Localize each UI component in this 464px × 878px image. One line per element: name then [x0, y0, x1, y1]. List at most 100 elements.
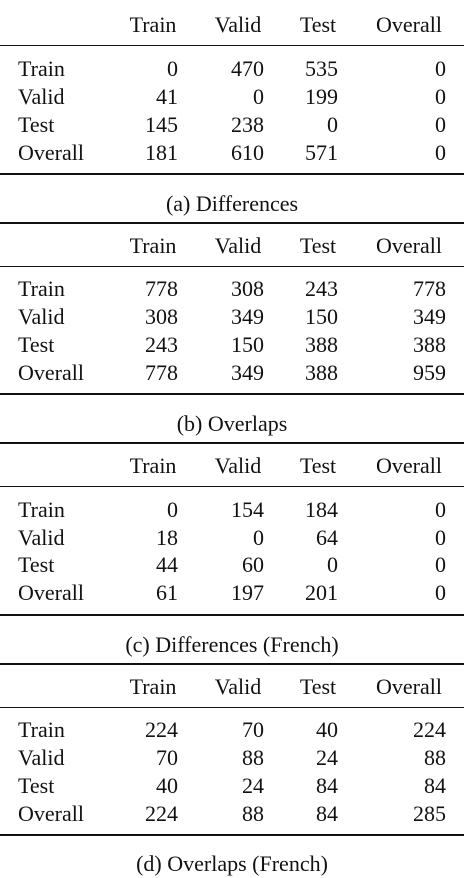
row-label: Train — [18, 276, 65, 301]
table-cell: 0 — [435, 580, 446, 605]
table-cell: 184 — [305, 497, 338, 522]
table-cell: 64 — [316, 525, 338, 550]
table-cell: 197 — [231, 580, 264, 605]
table-cell: 150 — [305, 304, 338, 329]
column-header-train: Train — [129, 233, 177, 258]
column-header-test: Test — [299, 674, 337, 699]
column-header-overall: Overall — [376, 233, 442, 258]
table-cell: 41 — [156, 84, 178, 109]
header-rule — [0, 707, 464, 708]
table-cell: 959 — [413, 360, 446, 385]
column-header-train: Train — [129, 12, 177, 37]
table-cell: 24 — [242, 773, 264, 798]
table-cell: 145 — [145, 112, 178, 137]
table-cell: 70 — [242, 717, 264, 742]
table-cell: 84 — [424, 773, 446, 798]
top-rule — [0, 442, 464, 444]
bottom-rule — [0, 614, 464, 616]
table-cell: 470 — [231, 56, 264, 81]
table-cell: 388 — [413, 332, 446, 357]
table-caption: (a) Differences — [165, 191, 299, 216]
column-header-overall: Overall — [376, 453, 442, 478]
table-cell: 18 — [156, 525, 178, 550]
table-cell: 0 — [435, 140, 446, 165]
row-label: Valid — [18, 745, 65, 770]
table-cell: 308 — [145, 304, 178, 329]
row-label: Overall — [18, 140, 84, 165]
table-cell: 199 — [305, 84, 338, 109]
column-header-overall: Overall — [376, 674, 442, 699]
column-header-test: Test — [299, 12, 337, 37]
column-header-valid: Valid — [214, 453, 262, 478]
column-header-train: Train — [129, 674, 177, 699]
row-label: Train — [18, 56, 65, 81]
table-cell: 0 — [435, 497, 446, 522]
table-cell: 44 — [156, 552, 178, 577]
table-cell: 0 — [435, 56, 446, 81]
table-cell: 0 — [253, 525, 264, 550]
header-rule — [0, 486, 464, 487]
bottom-rule — [0, 393, 464, 395]
table-cell: 24 — [316, 745, 338, 770]
row-label: Test — [18, 112, 55, 137]
table-cell: 349 — [231, 360, 264, 385]
table-cell: 778 — [145, 360, 178, 385]
table-cell: 388 — [305, 360, 338, 385]
row-label: Test — [18, 332, 55, 357]
table-cell: 388 — [305, 332, 338, 357]
table-cell: 571 — [305, 140, 338, 165]
table-caption: (b) Overlaps — [176, 411, 288, 436]
column-header-train: Train — [129, 453, 177, 478]
column-header-valid: Valid — [214, 674, 262, 699]
top-rule — [0, 663, 464, 665]
top-rule — [0, 222, 464, 224]
table-cell: 150 — [231, 332, 264, 357]
table-cell: 60 — [242, 552, 264, 577]
table-cell: 224 — [145, 717, 178, 742]
table-cell: 778 — [413, 276, 446, 301]
row-label: Overall — [18, 801, 84, 826]
table-cell: 0 — [435, 552, 446, 577]
column-header-test: Test — [299, 453, 337, 478]
table-caption: (d) Overlaps (French) — [136, 851, 328, 876]
table-cell: 0 — [253, 84, 264, 109]
row-label: Train — [18, 717, 65, 742]
bottom-rule — [0, 173, 464, 175]
table-cell: 349 — [231, 304, 264, 329]
table-cell: 201 — [305, 580, 338, 605]
table-cell: 0 — [327, 112, 338, 137]
row-label: Overall — [18, 580, 84, 605]
table-cell: 88 — [242, 801, 264, 826]
row-label: Valid — [18, 304, 65, 329]
header-rule — [0, 266, 464, 267]
table-cell: 0 — [167, 497, 178, 522]
column-header-valid: Valid — [214, 233, 262, 258]
table-cell: 0 — [327, 552, 338, 577]
table-caption: (c) Differences (French) — [125, 632, 339, 657]
table-cell: 610 — [231, 140, 264, 165]
table-cell: 88 — [242, 745, 264, 770]
row-label: Valid — [18, 525, 65, 550]
table-cell: 0 — [435, 84, 446, 109]
table-cell: 243 — [145, 332, 178, 357]
table-cell: 308 — [231, 276, 264, 301]
column-header-test: Test — [299, 233, 337, 258]
table-cell: 70 — [156, 745, 178, 770]
column-header-overall: Overall — [376, 12, 442, 37]
row-label: Overall — [18, 360, 84, 385]
table-cell: 0 — [435, 525, 446, 550]
bottom-rule — [0, 834, 464, 836]
table-cell: 84 — [316, 801, 338, 826]
table-cell: 535 — [305, 56, 338, 81]
table-cell: 778 — [145, 276, 178, 301]
table-cell: 0 — [167, 56, 178, 81]
table-cell: 349 — [413, 304, 446, 329]
table-cell: 0 — [435, 112, 446, 137]
table-cell: 40 — [156, 773, 178, 798]
table-cell: 238 — [231, 112, 264, 137]
column-header-valid: Valid — [214, 12, 262, 37]
table-cell: 40 — [316, 717, 338, 742]
table-cell: 84 — [316, 773, 338, 798]
header-rule — [0, 45, 464, 46]
